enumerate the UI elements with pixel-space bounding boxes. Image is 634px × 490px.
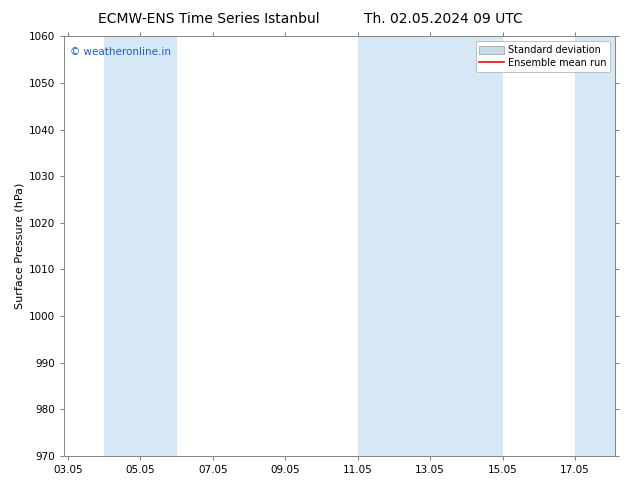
- Legend: Standard deviation, Ensemble mean run: Standard deviation, Ensemble mean run: [476, 41, 610, 72]
- Text: ECMW-ENS Time Series Istanbul: ECMW-ENS Time Series Istanbul: [98, 12, 320, 26]
- Text: Th. 02.05.2024 09 UTC: Th. 02.05.2024 09 UTC: [365, 12, 523, 26]
- Bar: [575, 36, 615, 456]
- Text: © weatheronline.in: © weatheronline.in: [70, 47, 171, 57]
- Y-axis label: Surface Pressure (hPa): Surface Pressure (hPa): [15, 183, 25, 309]
- Bar: [430, 36, 503, 456]
- Bar: [104, 36, 177, 456]
- Bar: [358, 36, 430, 456]
